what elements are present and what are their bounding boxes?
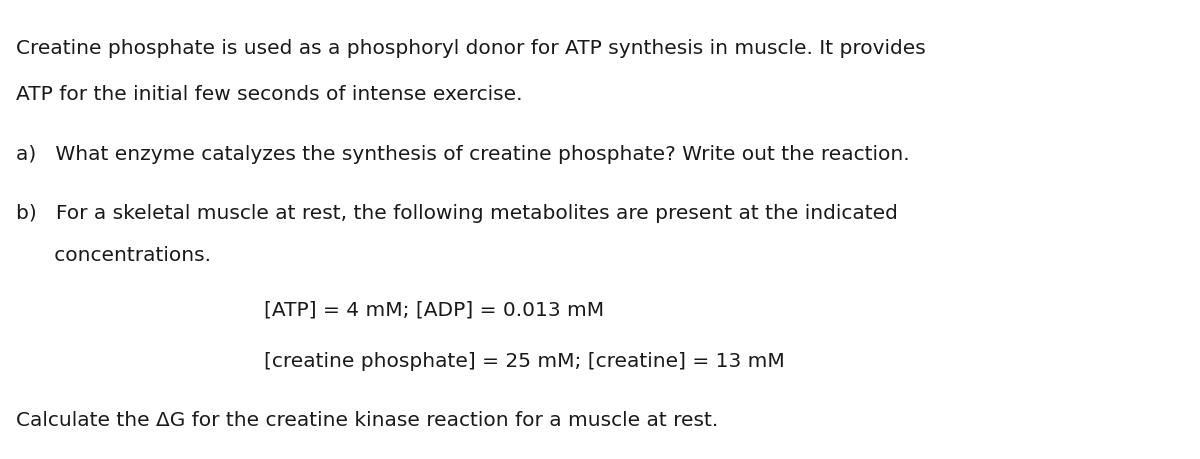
Text: a)   What enzyme catalyzes the synthesis of creatine phosphate? Write out the re: a) What enzyme catalyzes the synthesis o… (16, 144, 910, 163)
Text: [creatine phosphate] = 25 mM; [creatine] = 13 mM: [creatine phosphate] = 25 mM; [creatine]… (264, 351, 785, 370)
Text: Creatine phosphate is used as a phosphoryl donor for ATP synthesis in muscle. It: Creatine phosphate is used as a phosphor… (16, 39, 925, 58)
Text: concentrations.: concentrations. (16, 245, 211, 264)
Text: Calculate the ΔG for the creatine kinase reaction for a muscle at rest.: Calculate the ΔG for the creatine kinase… (16, 410, 718, 430)
Text: [ATP] = 4 mM; [ADP] = 0.013 mM: [ATP] = 4 mM; [ADP] = 0.013 mM (264, 300, 604, 319)
Text: b)   For a skeletal muscle at rest, the following metabolites are present at the: b) For a skeletal muscle at rest, the fo… (16, 204, 898, 223)
Text: ATP for the initial few seconds of intense exercise.: ATP for the initial few seconds of inten… (16, 84, 522, 104)
